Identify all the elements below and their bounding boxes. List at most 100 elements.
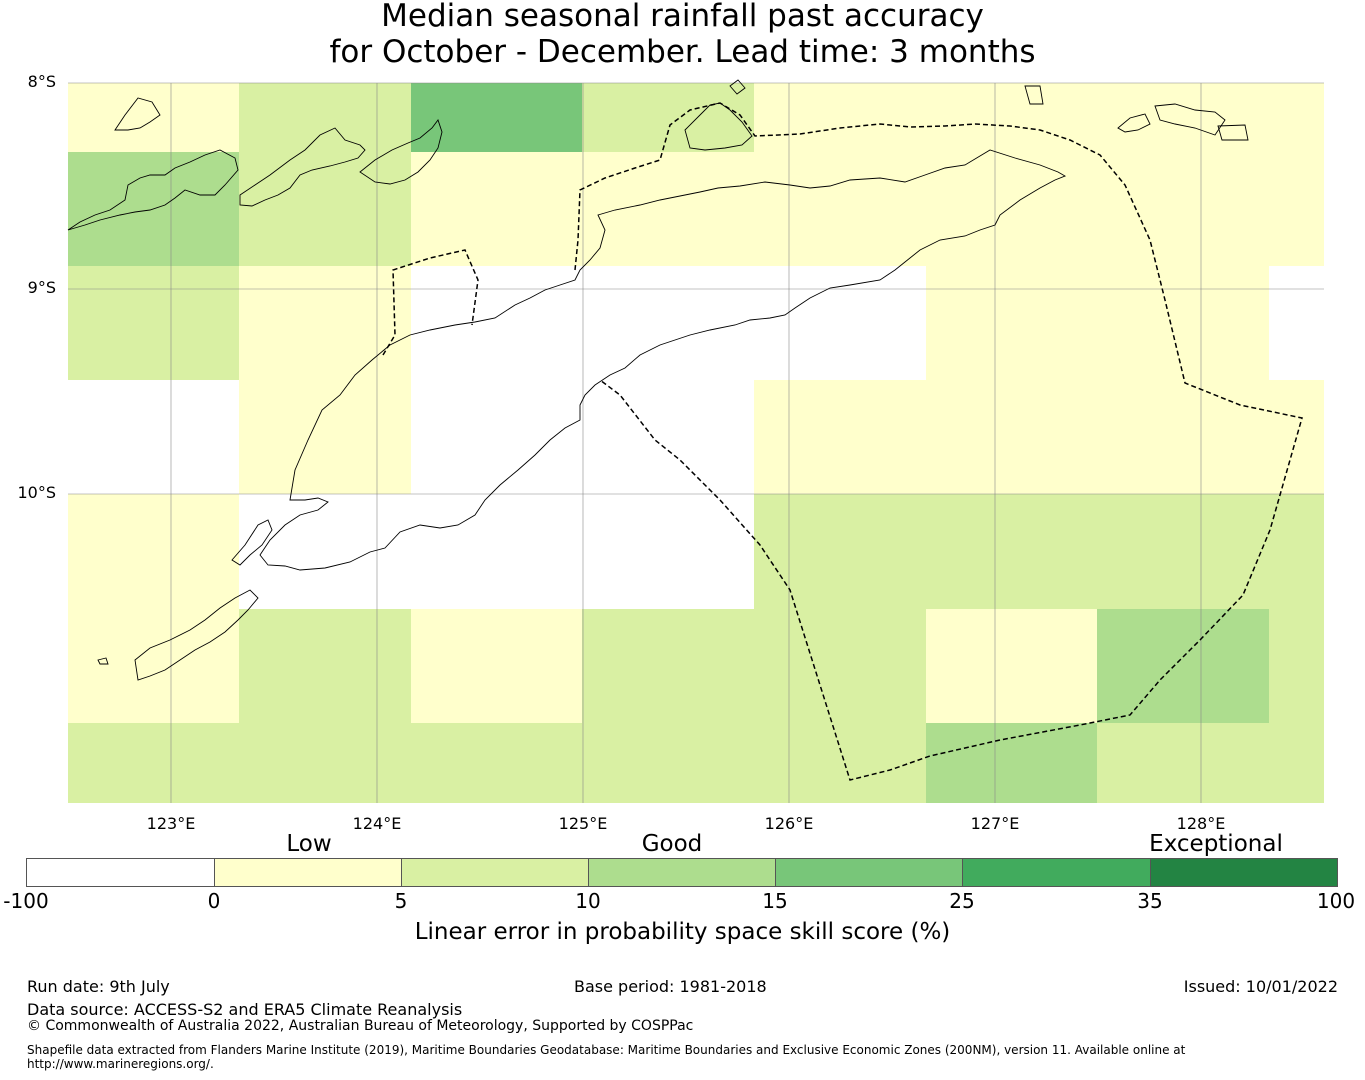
data-source: Data source: ACCESS-S2 and ERA5 Climate … xyxy=(27,1000,463,1019)
skill-cell xyxy=(1269,380,1324,494)
skill-cell xyxy=(411,83,582,152)
skill-cell xyxy=(411,494,582,609)
lon-label-128e: 128°E xyxy=(1176,814,1226,833)
skill-cell xyxy=(582,723,754,803)
skill-map xyxy=(67,79,1324,803)
skill-cell xyxy=(1269,723,1324,803)
skill-cell xyxy=(754,83,926,152)
skill-cell xyxy=(926,609,1097,723)
copyright: © Commonwealth of Australia 2022, Austra… xyxy=(27,1018,694,1034)
skill-cell xyxy=(582,266,754,380)
skill-cell xyxy=(1097,83,1269,152)
sumba-coastline xyxy=(134,589,259,681)
skill-cell xyxy=(239,494,411,609)
colorbar-tick: 5 xyxy=(394,889,408,913)
skill-cell xyxy=(1097,152,1269,266)
colorbar-label: Linear error in probability space skill … xyxy=(414,919,951,945)
colorbar-swatch xyxy=(962,858,1151,887)
skill-cell xyxy=(411,152,582,266)
rote-coastline xyxy=(231,519,273,566)
colorbar-tick: 25 xyxy=(949,889,975,913)
skill-cell xyxy=(1097,723,1269,803)
skill-cell xyxy=(926,152,1097,266)
colorbar-swatch xyxy=(775,858,963,887)
base-period: Base period: 1981-2018 xyxy=(574,977,767,996)
kisar-coastline xyxy=(1024,85,1044,105)
skill-cell xyxy=(1269,266,1324,380)
skill-cell xyxy=(1269,83,1324,152)
lon-label-125e: 125°E xyxy=(558,814,608,833)
skill-cell xyxy=(926,723,1097,803)
coastlines xyxy=(67,79,1249,681)
colorbar-tick: -100 xyxy=(3,889,49,913)
skill-cell xyxy=(582,152,754,266)
skill-cell xyxy=(1269,494,1324,609)
colorbar-swatch xyxy=(214,858,402,887)
graticule xyxy=(68,82,1324,803)
colorbar-band-low: Low xyxy=(286,831,332,857)
skill-cell xyxy=(68,494,239,609)
skill-cell xyxy=(926,266,1097,380)
map-title-line-2: for October - December. Lead time: 3 mon… xyxy=(329,34,1036,70)
skill-cell xyxy=(68,266,239,380)
skill-grid-cells xyxy=(68,83,1324,803)
skill-cell xyxy=(411,723,582,803)
skill-cell xyxy=(754,494,926,609)
skill-cell xyxy=(68,609,239,723)
skill-cell xyxy=(582,380,754,494)
atauro-coastline xyxy=(729,79,746,95)
timor-coastline xyxy=(259,149,1067,571)
skill-cell xyxy=(1269,609,1324,723)
skill-cell xyxy=(68,723,239,803)
skill-cell xyxy=(239,83,411,152)
skill-cell xyxy=(411,380,582,494)
colorbar-swatch xyxy=(26,858,215,887)
lembata-coastline xyxy=(359,119,443,185)
skill-cell xyxy=(239,266,411,380)
colorbar-swatch xyxy=(1150,858,1338,887)
skill-cell xyxy=(1097,494,1269,609)
lon-label-123e: 123°E xyxy=(146,814,196,833)
skill-cell xyxy=(1097,266,1269,380)
skill-cell xyxy=(582,609,754,723)
skill-cell xyxy=(1097,380,1269,494)
lat-label-9s: 9°S xyxy=(27,278,56,297)
colorbar-tick: 100 xyxy=(1316,889,1356,913)
eez-boundary-oecusse xyxy=(382,249,479,356)
shapefile-credit: Shapefile data extracted from Flanders M… xyxy=(27,1043,1186,1071)
skill-cell xyxy=(754,723,926,803)
skill-cell xyxy=(239,723,411,803)
lon-label-127e: 127°E xyxy=(970,814,1020,833)
colorbar-swatch xyxy=(588,858,776,887)
skill-cell xyxy=(239,380,411,494)
colorbar-band-exceptional: Exceptional xyxy=(1149,831,1283,857)
map-title-line-1: Median seasonal rainfall past accuracy xyxy=(381,0,984,34)
flores-west-coastline xyxy=(114,97,161,131)
colorbar-tick: 10 xyxy=(575,889,601,913)
lon-label-124e: 124°E xyxy=(352,814,402,833)
flores-coastline xyxy=(67,149,239,231)
colorbar xyxy=(26,858,1338,887)
skill-cell xyxy=(1269,152,1324,266)
skill-cell xyxy=(582,494,754,609)
issued-date: Issued: 10/01/2022 xyxy=(1183,977,1338,996)
skill-cell xyxy=(754,152,926,266)
maritime-boundary xyxy=(382,102,1303,781)
alor-pantar-coastline xyxy=(239,127,366,207)
skill-cell xyxy=(411,609,582,723)
skill-cell xyxy=(582,83,754,152)
lon-label-126e: 126°E xyxy=(764,814,814,833)
lakor-coastline xyxy=(1217,124,1249,141)
colorbar-band-good: Good xyxy=(641,831,703,857)
wetar-coastline xyxy=(684,102,753,151)
skill-cell xyxy=(926,380,1097,494)
run-date: Run date: 9th July xyxy=(27,977,170,996)
lat-label-10s: 10°S xyxy=(17,483,56,502)
skill-cell xyxy=(411,266,582,380)
skill-cell xyxy=(1097,609,1269,723)
leti-coastline xyxy=(1117,113,1151,133)
lat-label-8s: 8°S xyxy=(27,72,56,91)
skill-cell xyxy=(68,83,239,152)
colorbar-tick: 0 xyxy=(207,889,221,913)
colorbar-tick: 35 xyxy=(1137,889,1163,913)
